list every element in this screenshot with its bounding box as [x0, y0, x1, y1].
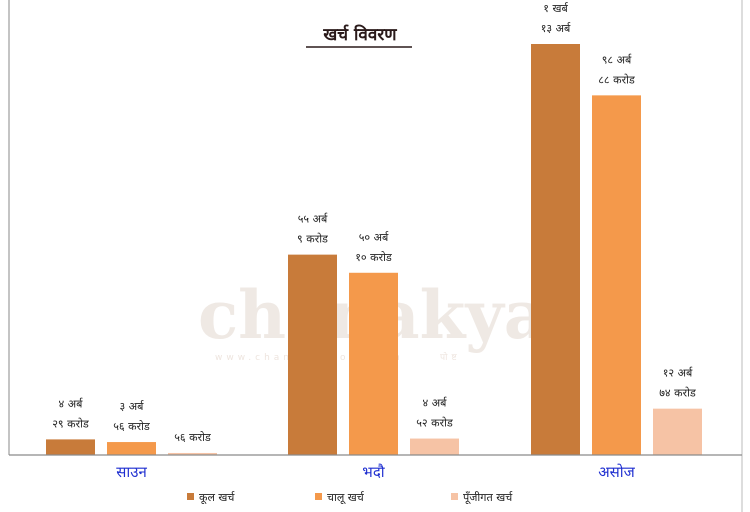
bar-2-2	[349, 272, 398, 455]
legend-swatch-2	[315, 493, 322, 500]
data-label-1-1: ४ अर्ब	[59, 397, 84, 410]
data-label-3-1: ५६ करोड	[174, 431, 211, 444]
bar-2-1	[107, 442, 156, 455]
data-label-1-1: २९ करोड	[52, 417, 89, 430]
data-label-1-2: ९ करोड	[297, 233, 328, 246]
data-label-2-2: १० करोड	[355, 251, 392, 264]
data-label-1-3: १ खर्ब	[543, 2, 568, 15]
legend-label-3: पूँजीगत खर्च	[463, 491, 513, 505]
bars-group	[46, 44, 702, 455]
data-label-2-1: ३ अर्ब	[120, 400, 145, 413]
category-label-1: साउन	[116, 463, 147, 481]
value-labels-group: ४ अर्ब २९ करोड ३ अर्ब ५६ करोड ५६ करोड ५५ अर्ब…	[52, 2, 696, 444]
legend-label-1: कूल खर्च	[199, 491, 235, 505]
legend-swatch-3	[451, 493, 458, 500]
legend-label-2: चालू खर्च	[327, 491, 365, 505]
data-label-1-2: ५५ अर्ब	[298, 213, 329, 226]
chart-title: खर्च विवरण	[322, 24, 397, 45]
data-label-2-3: ९८ अर्ब	[602, 53, 633, 66]
category-label-2: भदौ	[362, 463, 386, 481]
watermark-sub: पोष्ट	[440, 351, 461, 363]
legend: कूल खर्च चालू खर्च पूँजीगत खर्च	[187, 491, 513, 505]
bar-3-2	[410, 438, 459, 455]
bar-3-3	[653, 408, 702, 455]
data-label-3-3: १२ अर्ब	[663, 367, 694, 380]
category-label-3: असोज	[598, 463, 635, 481]
data-label-2-3: ८८ करोड	[598, 73, 635, 86]
data-label-3-2: ५२ करोड	[416, 417, 453, 430]
bar-2-3	[592, 95, 641, 455]
data-label-3-2: ४ अर्ब	[423, 397, 448, 410]
bar-3-1	[168, 452, 217, 455]
data-label-2-2: ५० अर्ब	[359, 231, 390, 244]
legend-swatch-1	[187, 493, 194, 500]
bar-1-3	[531, 44, 580, 455]
category-labels-group: साउन भदौ असोज	[116, 463, 635, 481]
bar-1-2	[288, 254, 337, 455]
data-label-1-3: १३ अर्ब	[541, 22, 572, 35]
data-label-2-1: ५६ करोड	[113, 420, 150, 433]
data-label-3-3: ७४ करोड	[659, 387, 696, 400]
bar-1-1	[46, 439, 95, 455]
